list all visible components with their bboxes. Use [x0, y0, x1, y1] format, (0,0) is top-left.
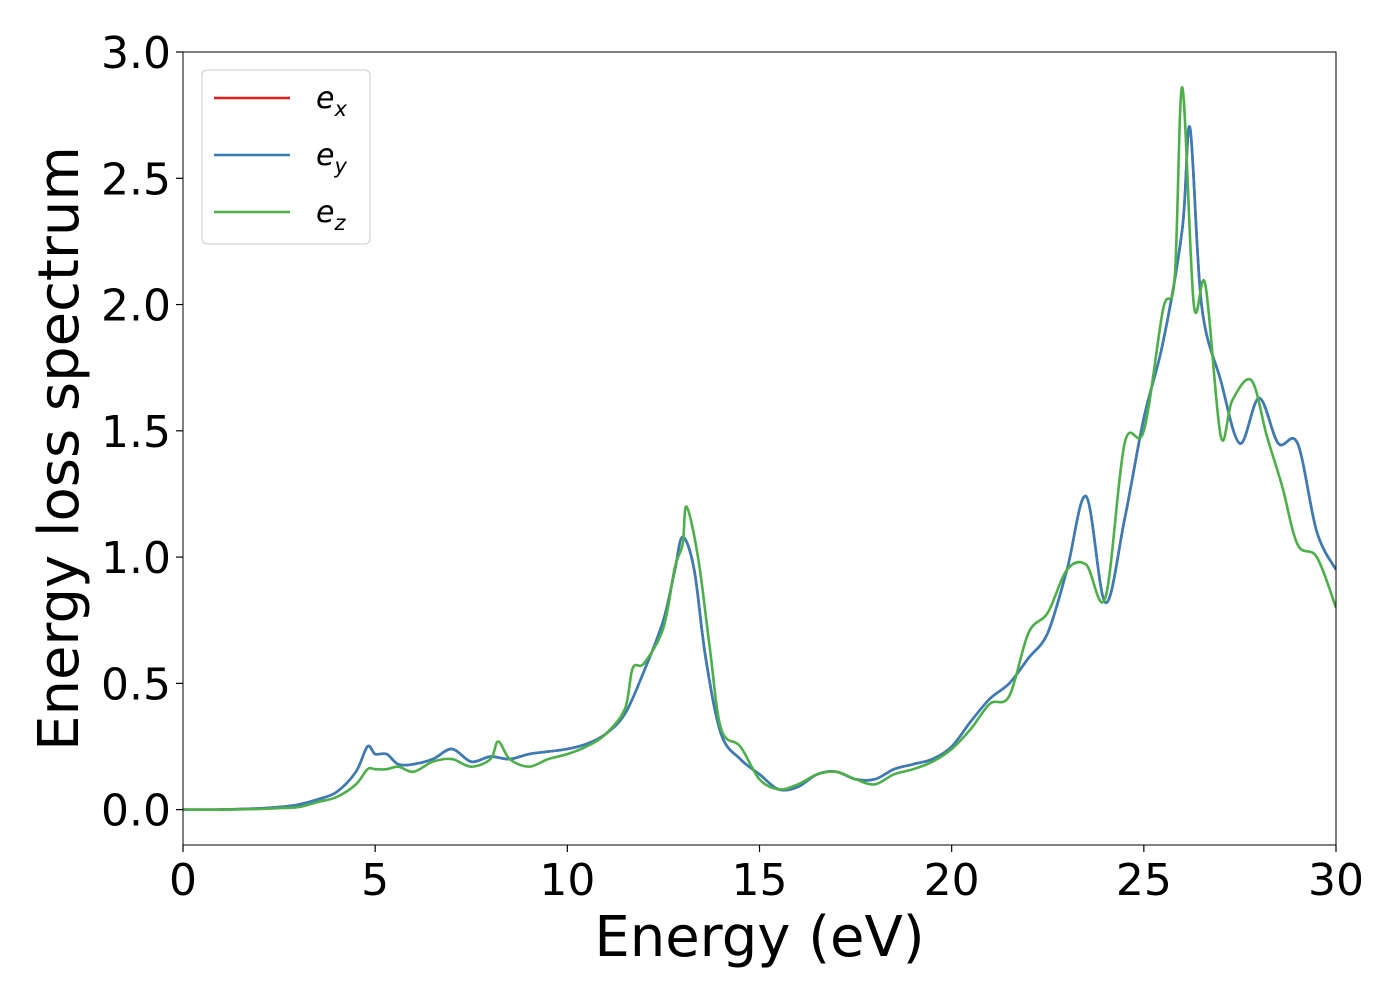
- legend: ex ey ez: [201, 69, 371, 245]
- y-tick-label: 1.5: [101, 407, 171, 458]
- legend-label-z: ez: [316, 195, 346, 235]
- legend-box: [201, 69, 371, 245]
- x-axis-label: Energy (eV): [594, 905, 924, 970]
- x-tick-label: 30: [1308, 855, 1364, 906]
- y-axis-label: Energy loss spectrum: [27, 146, 92, 751]
- legend-label-y: ey: [316, 138, 347, 178]
- y-tick-label: 0.0: [101, 786, 171, 837]
- x-tick-label: 25: [1116, 855, 1172, 906]
- y-tick-label: 1.0: [101, 533, 171, 584]
- y-tick-label: 2.5: [101, 154, 171, 205]
- series-lines: [183, 86, 1336, 812]
- x-tick-label: 15: [732, 855, 788, 906]
- axis-ticks: 0 5 10 15 20 25 30 0.0 0.5 1.0 1.5 2.0 2.5 3.0: [101, 28, 1364, 906]
- y-tick-label: 3.0: [101, 28, 171, 79]
- x-tick-label: 20: [924, 855, 980, 906]
- y-tick-label: 2.0: [101, 281, 171, 332]
- y-tick-label: 0.5: [101, 659, 171, 710]
- x-tick-label: 0: [169, 855, 197, 906]
- x-tick-label: 5: [361, 855, 389, 906]
- x-tick-label: 10: [539, 855, 595, 906]
- series-line-z: [183, 86, 1336, 811]
- legend-label-x: ex: [316, 81, 347, 121]
